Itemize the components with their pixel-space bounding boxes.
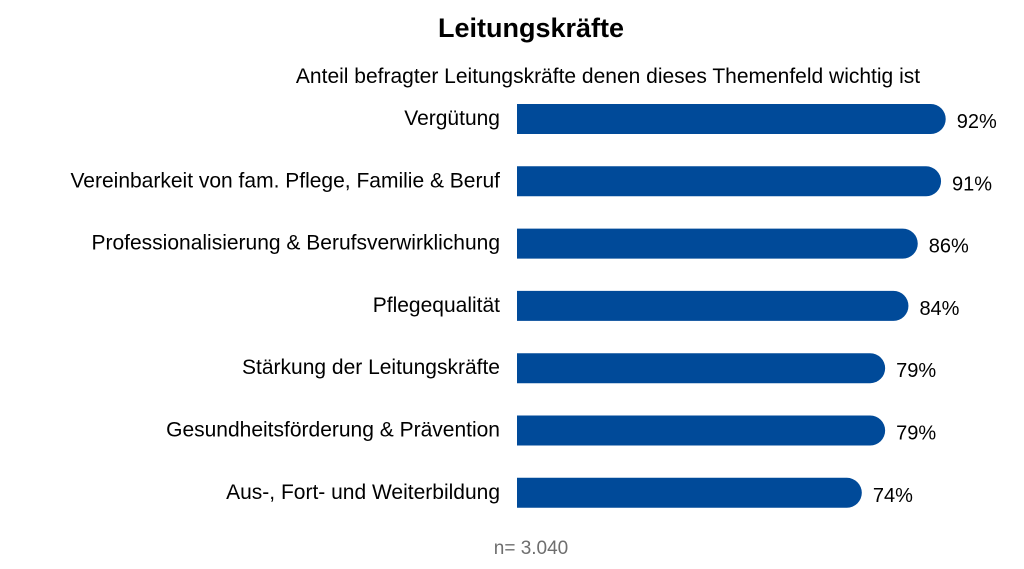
bars-group: Vergütung 92% Vereinbarkeit von fam. Pfleg… bbox=[70, 104, 997, 508]
bar bbox=[517, 166, 942, 197]
bar bbox=[517, 228, 918, 259]
value-label: 84% bbox=[919, 298, 959, 320]
chart-subtitle: Anteil befragter Leitungskräfte denen di… bbox=[296, 65, 920, 88]
category-label: Stärkung der Leitungskräfte bbox=[242, 356, 500, 379]
chart-title: Leitungskräfte bbox=[438, 13, 624, 43]
category-label: Vergütung bbox=[404, 107, 500, 130]
category-label: Professionalisierung & Berufsverwirklich… bbox=[91, 232, 500, 255]
bar bbox=[517, 415, 886, 446]
value-label: 91% bbox=[952, 173, 992, 195]
bar bbox=[517, 104, 946, 134]
bar bbox=[517, 353, 886, 384]
value-label: 79% bbox=[896, 360, 936, 382]
category-label: Gesundheitsförderung & Prävention bbox=[166, 419, 500, 442]
category-label: Pflegequalität bbox=[373, 294, 500, 317]
category-label: Vereinbarkeit von fam. Pflege, Familie &… bbox=[70, 169, 500, 192]
bar bbox=[517, 290, 909, 321]
value-label: 79% bbox=[896, 423, 936, 445]
bar bbox=[517, 477, 862, 508]
category-label: Aus-, Fort- und Weiterbildung bbox=[226, 481, 500, 504]
sample-size-note: n= 3.040 bbox=[494, 538, 569, 559]
value-label: 74% bbox=[873, 485, 913, 507]
value-label: 86% bbox=[929, 236, 969, 258]
value-label: 92% bbox=[957, 111, 997, 133]
